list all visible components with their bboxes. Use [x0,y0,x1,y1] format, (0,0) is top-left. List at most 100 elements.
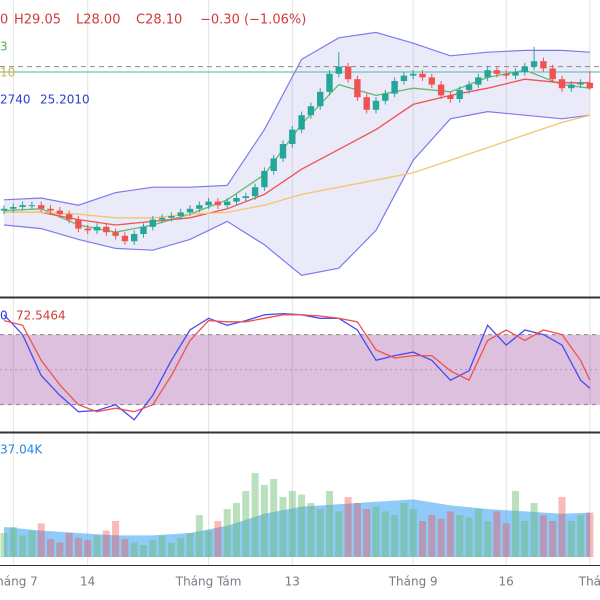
volume-bar [577,515,585,557]
volume-bar [65,533,73,557]
candle-body [131,234,138,242]
volume-bar [19,535,27,557]
volume-bar [530,503,538,557]
volume-bar [372,506,380,557]
candle-body [586,82,594,89]
volume-bar [149,540,157,557]
volume-bar [446,511,454,557]
candle-body [10,207,17,209]
candle-body [289,129,296,144]
volume-bar [363,509,371,557]
candle-body [56,210,63,215]
stochastic-label: 0 [0,309,8,323]
x-tick-label: 14 [80,575,95,589]
candle-body [75,219,82,229]
candle-body [242,196,249,198]
volume-bar [409,509,417,557]
ohlc-high: H29.05 [14,13,61,28]
volume-bar [84,540,92,557]
candle-body [93,226,101,231]
candle-body [224,201,231,206]
candle-body [140,226,147,234]
volume-bar [344,497,352,557]
volume-bar [37,523,45,557]
candle-body [38,205,45,209]
volume-bar [0,533,8,557]
stochastic-label: 72.5464 [16,309,66,323]
volume-bar [539,515,547,557]
candle-body [326,73,333,92]
candle-body [205,201,212,206]
volume-bar [428,515,436,557]
candle-body [447,95,454,99]
x-tick-label: Thá [578,575,600,589]
x-tick-label: 16 [499,575,514,589]
candle-body [577,82,584,85]
candle-body [391,81,398,94]
stochastic-line [3,314,591,413]
candle-body [382,93,389,101]
volume-bar [549,521,557,557]
indicator-label: 2740 [0,93,31,107]
candle-body [484,70,491,78]
candle-body [233,198,240,202]
volume-label: 37.04K [0,443,43,457]
volume-bar [140,545,147,557]
indicator-label: 3 [0,40,8,54]
candle-body [251,187,259,197]
volume-bar [586,512,594,557]
candle-body [568,84,575,89]
candle-body [158,217,166,220]
band-upper [3,31,590,206]
volume-bar [512,491,519,557]
volume-bar [223,509,231,557]
candle-body [65,214,73,220]
candle-body [186,208,194,213]
candle-body [344,66,352,80]
candle-body [84,228,91,231]
candle-body [549,68,556,80]
band-fill [0,334,600,405]
volume-bar [288,491,296,557]
candle-body [410,73,417,76]
candle-body [558,79,566,89]
x-tick-label: Tháng 9 [388,575,438,589]
volume-bar [270,479,278,557]
candle-body [121,235,129,242]
volume-bar [251,473,259,557]
candle-body [363,97,370,110]
volume-bar [112,521,120,557]
volume-bar [279,497,287,557]
candle-body [47,208,54,211]
volume-bar [74,537,82,557]
volume-bar [242,491,250,557]
volume-bar [233,503,240,557]
volume-bar [56,542,64,557]
indicator-label: 10 [0,66,15,80]
volume-bar [493,511,501,557]
candle-body [298,115,305,130]
candle-body [196,205,203,209]
candle-body [270,158,277,171]
volume-bar [28,530,36,557]
candle-body [465,84,473,90]
candle-body [419,73,426,78]
ohlc-change: −0.30 (−1.06%) [200,13,306,28]
volume-bar [158,535,166,557]
volume-bar [195,515,203,557]
candle-body [335,66,342,74]
candle-body [475,77,482,85]
volume-bar [474,509,482,557]
moving-average [4,78,590,226]
volume-bar [391,515,399,557]
x-tick-label: 13 [285,575,300,589]
volume-bar [9,527,17,557]
volume-bar [567,521,575,557]
volume-bar [93,535,101,557]
candle-body [317,91,324,107]
volume-average-area [4,499,590,557]
candle-body [307,106,315,116]
candle-body [103,226,110,233]
indicator-label: 25.2010 [40,93,90,107]
